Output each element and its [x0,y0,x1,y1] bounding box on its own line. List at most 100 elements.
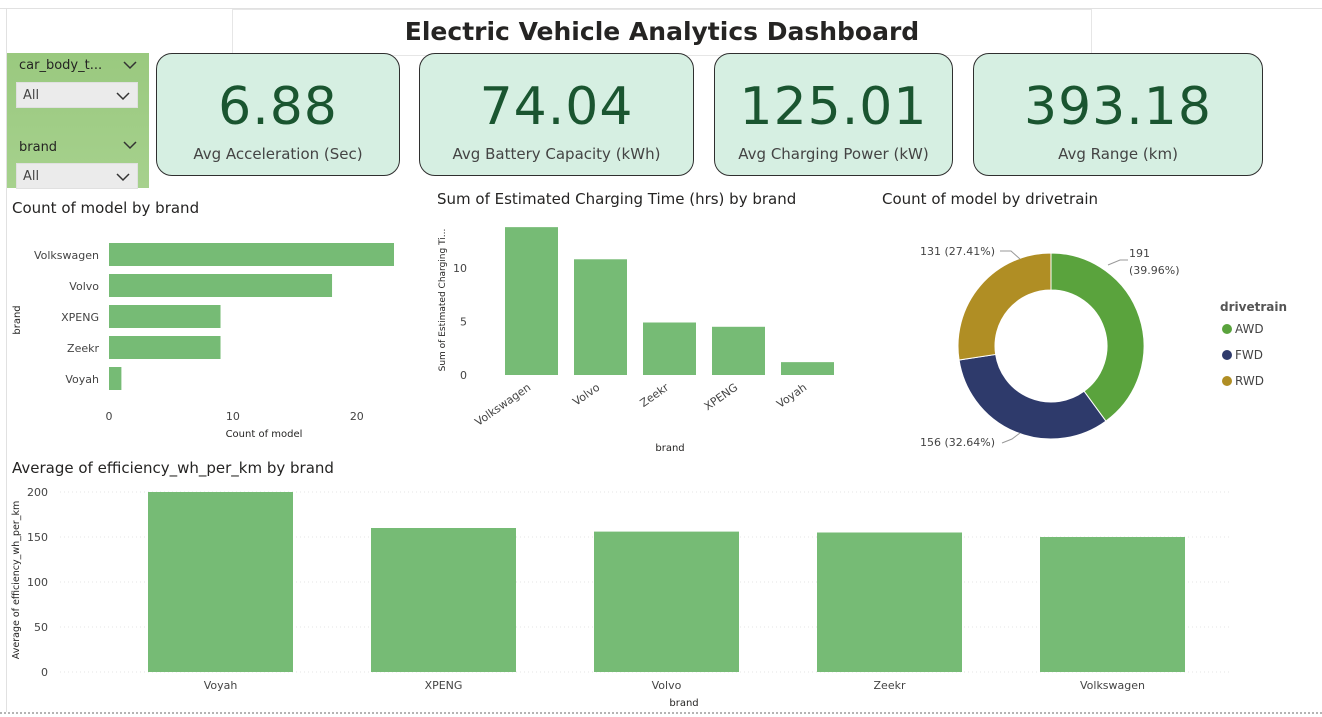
bar [594,531,739,672]
dashboard-title: Electric Vehicle Analytics Dashboard [404,17,920,46]
category-label: Volvo [69,280,99,293]
x-tick-label: 20 [350,410,364,423]
slicer-panel: car_body_t... All brand All [7,53,149,189]
category-label: Volkswagen [1080,679,1145,692]
leader-line [1000,250,1021,260]
bar [505,227,558,375]
chevron-down-icon [116,92,130,101]
bar [574,259,627,375]
y-axis-title: Average of efficiency_wh_per_km [11,501,22,659]
y-tick-label: 10 [453,262,467,275]
kpi-card-battery: 74.04 Avg Battery Capacity (kWh) [419,53,694,176]
chevron-down-icon[interactable] [122,59,138,71]
data-label-fwd: 156 (32.64%) [920,436,995,449]
y-tick-label: 0 [460,369,467,382]
x-tick-label: 0 [106,410,113,423]
dashboard-title-box: Electric Vehicle Analytics Dashboard [232,9,1092,56]
y-tick-label: 5 [460,315,467,328]
bar [148,492,293,672]
chevron-down-icon [116,173,130,182]
category-label: XPENG [61,311,99,324]
x-axis-title: brand [669,698,698,709]
donut-slice-rwd [957,252,1052,361]
y-axis-title: brand [12,305,23,334]
category-label: Volkswagen [34,249,99,262]
bar [109,367,122,390]
leader-line [1107,259,1128,266]
legend-item-rwd: RWD [1235,374,1264,388]
body-type-dropdown-value: All [23,88,40,103]
bar [643,322,696,375]
kpi-value: 125.01 [739,77,928,137]
legend-title: drivetrain [1220,300,1287,314]
legend-marker [1222,376,1232,386]
canvas-left-border [6,8,7,712]
legend-item-awd: AWD [1235,322,1264,336]
x-tick-label: 10 [226,410,240,423]
donut-slice-awd [1050,252,1145,422]
y-tick-label: 100 [27,576,48,589]
y-axis-title: Sum of Estimated Charging Ti... [438,229,448,372]
kpi-card-range: 393.18 Avg Range (km) [973,53,1263,176]
x-axis-title: Count of model [226,429,303,440]
chart-title-drivetrain: Count of model by drivetrain [882,190,1099,208]
data-label-rwd: 131 (27.41%) [920,245,995,258]
kpi-label: Avg Acceleration (Sec) [193,145,363,163]
count-by-brand-chart: Volkswagen Volvo XPENG Zeekr Voyah 0 10 20 Count… [12,243,394,440]
donut-slice-fwd [958,353,1107,440]
kpi-value: 393.18 [1024,77,1212,137]
category-label: XPENG [702,381,740,413]
bar [109,243,394,266]
slicer-label-brand: brand [19,140,58,155]
legend-marker [1222,324,1232,334]
x-axis-title: brand [655,443,684,454]
category-label: Volvo [570,381,602,409]
kpi-value: 6.88 [218,77,338,137]
y-tick-label: 200 [27,486,48,499]
legend-marker [1222,350,1232,360]
drivetrain-donut-chart: 191 (39.96%) 156 (32.64%) 131 (27.41%) drive… [920,245,1287,449]
kpi-label: Avg Range (km) [1058,145,1178,163]
y-tick-label: 150 [27,531,48,544]
slicer-label-body-type: car_body_t... [19,58,103,73]
chart-title-count-by-brand: Count of model by brand [12,199,200,217]
category-label: Voyah [204,679,238,692]
category-label: XPENG [425,679,463,692]
kpi-value: 74.04 [479,77,634,137]
bar [109,305,221,328]
bar [109,336,221,359]
bar [817,532,962,672]
y-tick-label: 0 [41,666,48,679]
brand-dropdown[interactable]: All [16,163,138,189]
leader-line [1001,432,1021,444]
category-label: Zeekr [874,679,906,692]
canvas-bottom-border [0,712,1322,714]
bar [371,528,516,672]
bar [781,362,834,375]
brand-dropdown-value: All [23,169,40,184]
bar [712,326,765,375]
category-label: Voyah [65,373,99,386]
kpi-label: Avg Charging Power (kW) [738,145,929,163]
data-label-awd-pct: (39.96%) [1129,264,1180,277]
category-label: Voyah [774,381,809,411]
bar [1040,537,1185,672]
data-label-awd: 191 [1129,247,1150,260]
chart-title-charging-time: Sum of Estimated Charging Time (hrs) by … [437,190,797,208]
chart-title-efficiency: Average of efficiency_wh_per_km by brand [12,459,334,477]
legend-item-fwd: FWD [1235,348,1263,362]
bar [109,274,333,297]
kpi-card-charging-power: 125.01 Avg Charging Power (kW) [714,53,953,176]
kpi-card-acceleration: 6.88 Avg Acceleration (Sec) [156,53,400,176]
y-tick-label: 50 [34,621,48,634]
category-label: Zeekr [67,342,99,355]
kpi-label: Avg Battery Capacity (kWh) [452,145,661,163]
efficiency-chart: 0 50 100 150 200 Voyah XPENG Volvo Zeekr Volkswag… [11,486,1230,709]
chevron-down-icon[interactable] [122,139,138,151]
category-label: Volvo [652,679,682,692]
charging-time-chart: 0 5 10 Volkswagen Volvo Zeekr XPENG Voyah brand S… [438,227,834,454]
canvas-top-border [0,8,1322,9]
body-type-dropdown[interactable]: All [16,82,138,108]
category-label: Zeekr [638,381,672,410]
category-label: Volkswagen [472,381,533,429]
